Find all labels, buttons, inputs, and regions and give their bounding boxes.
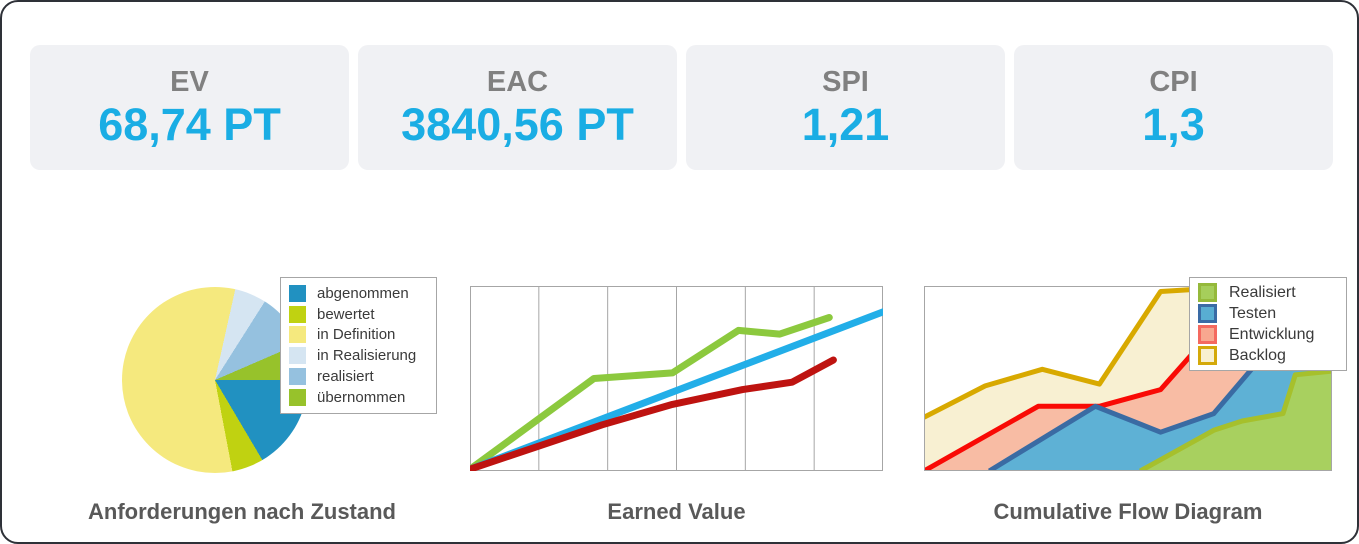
legend-swatch xyxy=(289,388,306,406)
legend-label: bewertet xyxy=(317,305,375,323)
kpi-card-cpi: CPI 1,3 xyxy=(1014,45,1333,170)
cumulative-flow-title: Cumulative Flow Diagram xyxy=(993,499,1263,524)
cfd-legend: Realisiert Testen Entwicklung Backlog xyxy=(1189,277,1347,371)
kpi-value: 68,74 PT xyxy=(98,98,281,150)
pie-chart[interactable] xyxy=(122,287,308,473)
legend-swatch xyxy=(289,347,306,365)
legend-swatch xyxy=(1198,346,1217,365)
legend-item-realisiert[interactable]: Realisiert xyxy=(1198,282,1338,303)
kpi-label: EV xyxy=(170,65,209,98)
legend-item-backlog[interactable]: Backlog xyxy=(1198,345,1338,366)
legend-label: realisiert xyxy=(317,368,374,386)
legend-item-testen[interactable]: Testen xyxy=(1198,303,1338,324)
kpi-card-eac: EAC 3840,56 PT xyxy=(358,45,677,170)
kpi-row: EV 68,74 PT EAC 3840,56 PT SPI 1,21 CPI … xyxy=(30,45,1333,170)
legend-label: Entwicklung xyxy=(1229,325,1315,343)
legend-label: Backlog xyxy=(1229,346,1286,364)
legend-label: in Realisierung xyxy=(317,347,417,365)
legend-item-in-realisierung[interactable]: in Realisierung xyxy=(289,345,428,366)
legend-swatch xyxy=(289,284,306,302)
kpi-card-spi: SPI 1,21 xyxy=(686,45,1005,170)
legend-swatch xyxy=(1198,325,1217,344)
legend-swatch xyxy=(289,368,306,386)
legend-item-bewertet[interactable]: bewertet xyxy=(289,304,428,325)
legend-label: abgenommen xyxy=(317,284,409,302)
legend-swatch xyxy=(289,326,306,344)
legend-item-abgenommen[interactable]: abgenommen xyxy=(289,283,428,304)
legend-item-entwicklung[interactable]: Entwicklung xyxy=(1198,324,1338,345)
legend-swatch xyxy=(1198,304,1217,323)
kpi-label: CPI xyxy=(1149,65,1198,98)
legend-item-in-definition[interactable]: in Definition xyxy=(289,325,428,346)
plot-frame xyxy=(924,286,1332,471)
legend-label: Testen xyxy=(1229,304,1277,322)
kpi-value: 1,3 xyxy=(1142,98,1205,150)
kpi-label: EAC xyxy=(486,65,549,98)
line-series-green xyxy=(470,314,833,471)
legend-swatch xyxy=(289,305,306,323)
pie-legend: abgenommen bewertet in Definition in Realis… xyxy=(280,277,437,414)
kpi-value: 3840,56 PT xyxy=(401,98,634,150)
kpi-label: SPI xyxy=(822,65,869,98)
legend-item-realisiert[interactable]: realisiert xyxy=(289,366,428,387)
legend-swatch xyxy=(1198,283,1217,302)
legend-label: in Definition xyxy=(317,326,396,344)
earned-value-chart[interactable] xyxy=(470,286,883,471)
area-line-realisiert xyxy=(1138,368,1332,471)
legend-label: übernommen xyxy=(317,388,406,406)
kpi-card-ev: EV 68,74 PT xyxy=(30,45,349,170)
kpi-value: 1,21 xyxy=(801,98,890,150)
legend-label: Realisiert xyxy=(1229,283,1296,301)
earned-value-title: Earned Value xyxy=(607,499,746,524)
pie-chart-title: Anforderungen nach Zustand xyxy=(88,499,396,524)
line-series-red xyxy=(470,356,837,471)
legend-item-übernommen[interactable]: übernommen xyxy=(289,387,428,408)
